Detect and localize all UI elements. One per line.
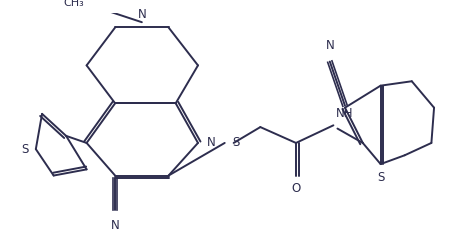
Text: NH: NH: [335, 107, 353, 120]
Text: N: N: [325, 39, 334, 52]
Text: N: N: [111, 219, 119, 231]
Text: S: S: [377, 171, 384, 184]
Text: N: N: [138, 8, 146, 21]
Text: O: O: [292, 182, 301, 195]
Text: N: N: [207, 137, 216, 149]
Text: S: S: [21, 143, 28, 156]
Text: S: S: [232, 137, 239, 149]
Text: CH₃: CH₃: [63, 0, 84, 8]
